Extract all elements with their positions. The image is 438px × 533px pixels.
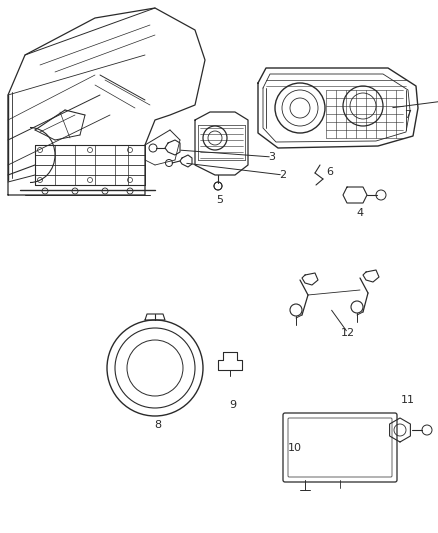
Text: 9: 9	[230, 400, 237, 410]
Text: 8: 8	[155, 420, 162, 430]
Text: 4: 4	[357, 208, 364, 218]
Text: 10: 10	[288, 443, 302, 453]
Text: 12: 12	[341, 328, 355, 338]
Text: 5: 5	[216, 195, 223, 205]
Text: 11: 11	[401, 395, 415, 405]
Text: 6: 6	[326, 167, 333, 177]
Text: 2: 2	[279, 170, 286, 180]
Text: 7: 7	[404, 110, 412, 120]
Text: 3: 3	[268, 152, 276, 162]
